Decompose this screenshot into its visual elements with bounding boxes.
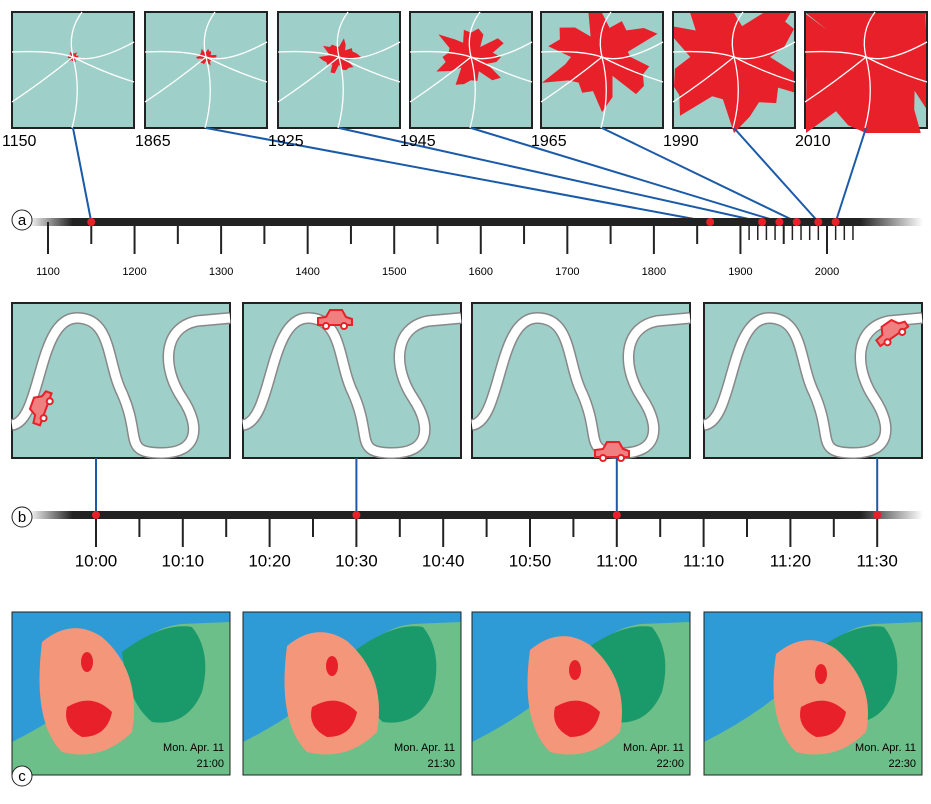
- tick-label: 1800: [642, 266, 666, 278]
- tick-label: 1700: [555, 266, 579, 278]
- tick-label: 11:00: [596, 551, 637, 570]
- wheel: [600, 455, 606, 461]
- year-dot: [793, 218, 801, 226]
- year-label: 1965: [531, 133, 567, 150]
- tick-label: 10:30: [335, 551, 378, 570]
- year-dot: [832, 218, 840, 226]
- city-thumbnail: [673, 12, 795, 133]
- tick-label: 1100: [36, 266, 60, 278]
- year-label: 1150: [2, 133, 37, 150]
- tick-label: 1400: [295, 266, 319, 278]
- radar-map: Mon. Apr. 11 22:00: [472, 612, 690, 775]
- tick-label: 10:50: [509, 551, 552, 570]
- timeline-bar: [28, 511, 923, 519]
- wheel: [46, 397, 54, 405]
- tick-label: 11:10: [683, 551, 724, 570]
- tick-label: 2000: [815, 266, 839, 278]
- tick-label: 1900: [728, 266, 752, 278]
- radar-map: Mon. Apr. 11 21:30: [243, 612, 461, 775]
- map-time: 21:30: [427, 758, 455, 770]
- connector: [73, 128, 91, 222]
- year-dot: [758, 218, 766, 226]
- radar-map: Mon. Apr. 11 21:00: [12, 612, 230, 775]
- year-label: 1990: [663, 133, 699, 150]
- tick-label: 11:20: [770, 551, 811, 570]
- wheel: [618, 455, 624, 461]
- wheel: [40, 414, 48, 422]
- tick-label: 10:10: [162, 551, 205, 570]
- road-frame: [704, 303, 922, 458]
- map-date: Mon. Apr. 11: [163, 742, 224, 754]
- year-dot: [706, 218, 714, 226]
- time-dot: [873, 511, 881, 519]
- tick-label: 1600: [469, 266, 493, 278]
- map-date: Mon. Apr. 11: [623, 742, 684, 754]
- road-frame: [12, 303, 230, 458]
- tick-label: 1300: [209, 266, 233, 278]
- year-dot: [87, 218, 95, 226]
- map-date: Mon. Apr. 11: [394, 742, 455, 754]
- heavy-rain: [81, 652, 93, 672]
- map-time: 22:00: [656, 758, 684, 770]
- map-time: 22:30: [888, 758, 916, 770]
- map-time: 21:00: [196, 758, 224, 770]
- tick-label: 11:30: [857, 551, 898, 570]
- wheel: [323, 323, 329, 329]
- panel-label: b: [18, 509, 26, 526]
- heavy-rain: [569, 660, 581, 680]
- figure: 1150 1865 1925 1945 1965 1990 2010 a 1100 1200 130…: [0, 0, 931, 799]
- panel-label: a: [18, 212, 27, 229]
- year-dot: [814, 218, 822, 226]
- tick-label: 10:40: [422, 551, 465, 570]
- city-thumbnail: [410, 12, 532, 128]
- map-date: Mon. Apr. 11: [855, 742, 916, 754]
- tick-label: 10:20: [248, 551, 291, 570]
- city-thumbnail: [12, 12, 134, 128]
- time-dot: [92, 511, 100, 519]
- road-frame: [472, 303, 690, 461]
- year-dot: [775, 218, 783, 226]
- year-label: 1865: [135, 133, 171, 150]
- wheel: [341, 323, 347, 329]
- heavy-rain: [326, 656, 338, 676]
- connector: [836, 128, 866, 222]
- city-thumbnail: [145, 12, 267, 128]
- panel-label: c: [18, 768, 26, 785]
- city-thumbnail: [541, 12, 663, 128]
- year-label: 1925: [268, 133, 304, 150]
- tick-label: 1500: [382, 266, 406, 278]
- radar-map: Mon. Apr. 11 22:30: [704, 612, 922, 775]
- city-thumbnail: [278, 12, 400, 128]
- year-label: 1945: [400, 133, 436, 150]
- city-thumbnail: [805, 12, 927, 133]
- time-dot: [613, 511, 621, 519]
- road-frame: [243, 303, 461, 458]
- connector: [471, 128, 779, 222]
- time-dot: [352, 511, 360, 519]
- tick-label: 1200: [122, 266, 146, 278]
- tick-label: 10:00: [75, 551, 118, 570]
- timeline-bar: [28, 218, 923, 226]
- heavy-rain: [815, 664, 827, 684]
- year-label: 2010: [795, 133, 831, 150]
